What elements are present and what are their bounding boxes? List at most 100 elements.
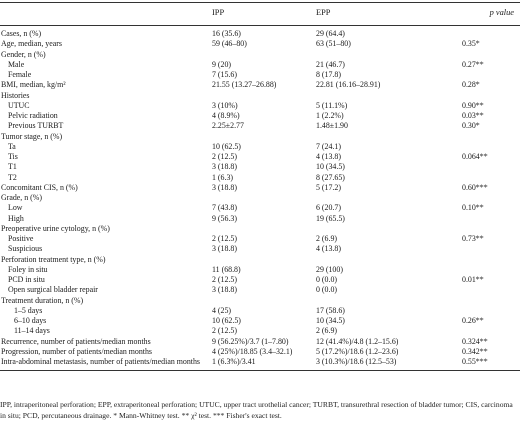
cell-ipp: 10 (62.5) xyxy=(212,316,241,325)
table-row: Foley in situ 11 (68.8) 29 (100) xyxy=(0,265,520,275)
cell-ipp: 11 (68.8) xyxy=(212,264,241,274)
cell-ipp: 9 (20) xyxy=(212,59,232,69)
cell-pvalue: 0.60*** xyxy=(462,182,488,192)
table-row: BMI, median, kg/m² 21.55 (13.27–26.88) 22.… xyxy=(0,80,520,90)
cell-epp: 63 (51–80) xyxy=(316,39,351,49)
table-row: Previous TURBT 2.25±2.77 1.48±1.90 0.30* xyxy=(0,121,520,131)
row-label: PCD in situ xyxy=(8,275,45,284)
row-label: Low xyxy=(8,203,23,213)
cell-pvalue: 0.01** xyxy=(462,275,484,284)
table-row: Preoperative urine cytology, n (%) xyxy=(0,224,520,234)
row-label: Preoperative urine cytology, n (%) xyxy=(1,223,110,233)
row-label: BMI, median, kg/m² xyxy=(1,80,66,90)
cell-epp: 2 (6.9) xyxy=(316,326,338,336)
row-label: Tis xyxy=(8,152,18,161)
cell-ipp: 10 (62.5) xyxy=(212,141,241,151)
row-label: 1–5 days xyxy=(14,305,43,315)
cell-epp: 0 (0.0) xyxy=(316,285,338,295)
table-row: Low 7 (43.8) 6 (20.7) 0.10** xyxy=(0,203,520,213)
row-label: Gender, n (%) xyxy=(1,49,46,59)
cell-epp: 29 (100) xyxy=(316,264,343,274)
cell-epp: 8 (27.65) xyxy=(316,172,345,182)
row-label: Cases, n (%) xyxy=(1,29,42,38)
row-label: Concomitant CIS, n (%) xyxy=(1,182,78,192)
cell-ipp: 2 (12.5) xyxy=(212,275,237,284)
cell-epp: 22.81 (16.16–28.91) xyxy=(316,80,381,90)
cell-ipp: 3 (18.8) xyxy=(212,162,237,172)
cell-epp: 5 (11.1%) xyxy=(316,100,348,110)
row-label: High xyxy=(8,213,24,223)
cell-epp: 10 (34.5) xyxy=(316,162,345,172)
cell-ipp: 1 (6.3%)/3.41 xyxy=(212,357,256,366)
cell-ipp: 2 (12.5) xyxy=(212,152,237,161)
cell-ipp: 1 (6.3) xyxy=(212,172,234,182)
cell-ipp: 2 (12.5) xyxy=(212,234,237,243)
header-rule xyxy=(0,25,520,26)
row-label: Tumor stage, n (%) xyxy=(1,131,63,141)
cell-ipp: 3 (10%) xyxy=(212,100,238,110)
table-row: T2 1 (6.3) 8 (27.65) xyxy=(0,173,520,183)
cell-epp: 8 (17.8) xyxy=(316,70,341,79)
row-label: Histories xyxy=(1,90,30,100)
cell-epp: 17 (58.6) xyxy=(316,305,345,315)
cell-pvalue: 0.03** xyxy=(462,111,484,120)
table-row: Positive 2 (12.5) 2 (6.9) 0.73** xyxy=(0,234,520,244)
cell-epp: 5 (17.2%)/18.6 (1.2–23.6) xyxy=(316,346,399,356)
table-row: Tumor stage, n (%) xyxy=(0,132,520,142)
cell-epp: 2 (6.9) xyxy=(316,234,338,243)
row-label: Ta xyxy=(8,141,16,151)
row-label: Suspicious xyxy=(8,244,43,254)
table-row: Grade, n (%) xyxy=(0,193,520,203)
table-row: Histories xyxy=(0,91,520,101)
cell-epp: 0 (0.0) xyxy=(316,275,338,284)
cell-ipp: 4 (25%)/18.85 (3.4–32.1) xyxy=(212,346,293,356)
table-row: Ta 10 (62.5) 7 (24.1) xyxy=(0,142,520,152)
cell-ipp: 7 (43.8) xyxy=(212,203,237,213)
cell-pvalue: 0.55*** xyxy=(462,357,488,366)
row-label: Open surgical bladder repair xyxy=(8,285,98,295)
row-label: Previous TURBT xyxy=(8,121,64,131)
table-row: PCD in situ 2 (12.5) 0 (0.0) 0.01** xyxy=(0,275,520,285)
cell-ipp: 59 (46–80) xyxy=(212,39,247,49)
table-row: Female 7 (15.6) 8 (17.8) xyxy=(0,70,520,80)
row-label: Age, median, years xyxy=(1,39,62,49)
cell-epp: 1.48±1.90 xyxy=(316,121,348,131)
row-label: Grade, n (%) xyxy=(1,193,42,202)
table-row: Pelvic radiation 4 (8.9%) 1 (2.2%) 0.03** xyxy=(0,111,520,121)
row-label: Male xyxy=(8,59,25,69)
table-row: High 9 (56.3) 19 (65.5) xyxy=(0,214,520,224)
cell-epp: 12 (41.4%)/4.8 (1.2–15.6) xyxy=(316,336,399,346)
table-footnote: IPP, intraperitoneal perforation; EPP, e… xyxy=(0,400,513,420)
table-body: Cases, n (%) 16 (35.6) 29 (64.4) Age, media… xyxy=(0,29,520,367)
row-label: Female xyxy=(8,70,32,79)
cell-pvalue: 0.35* xyxy=(462,39,480,49)
cell-pvalue: 0.90** xyxy=(462,100,484,110)
cell-epp: 3 (10.3%)/18.6 (12.5–53) xyxy=(316,357,397,366)
table-row: Concomitant CIS, n (%) 3 (18.8) 5 (17.2) 0.… xyxy=(0,183,520,193)
row-label: T2 xyxy=(8,172,17,182)
row-label: UTUC xyxy=(8,100,30,110)
bottom-rule xyxy=(0,370,520,371)
cell-epp: 7 (24.1) xyxy=(316,141,341,151)
row-label: 11–14 days xyxy=(14,326,50,336)
cell-epp: 4 (13.8) xyxy=(316,244,341,254)
cell-pvalue: 0.27** xyxy=(462,59,484,69)
table-row: T1 3 (18.8) 10 (34.5) xyxy=(0,162,520,172)
table-row: 6–10 days 10 (62.5) 10 (34.5) 0.26** xyxy=(0,316,520,326)
cell-epp: 29 (64.4) xyxy=(316,29,345,38)
header-epp: EPP xyxy=(316,8,331,17)
table-row: Tis 2 (12.5) 4 (13.8) 0.064** xyxy=(0,152,520,162)
cell-ipp: 2 (12.5) xyxy=(212,326,237,336)
cell-ipp: 9 (56.25%)/3.7 (1–7.80) xyxy=(212,336,289,346)
table-row: 11–14 days 2 (12.5) 2 (6.9) xyxy=(0,326,520,336)
table-row: Perforation treatment type, n (%) xyxy=(0,255,520,265)
header-pvalue: p value xyxy=(489,8,514,17)
table-row: UTUC 3 (10%) 5 (11.1%) 0.90** xyxy=(0,101,520,111)
cell-ipp: 7 (15.6) xyxy=(212,70,237,79)
table-row: Open surgical bladder repair 3 (18.8) 0 (0… xyxy=(0,285,520,295)
cell-pvalue: 0.342** xyxy=(462,346,488,356)
row-label: Perforation treatment type, n (%) xyxy=(1,254,106,264)
cell-ipp: 21.55 (13.27–26.88) xyxy=(212,80,277,90)
table-row: Progression, number of patients/median m… xyxy=(0,347,520,357)
